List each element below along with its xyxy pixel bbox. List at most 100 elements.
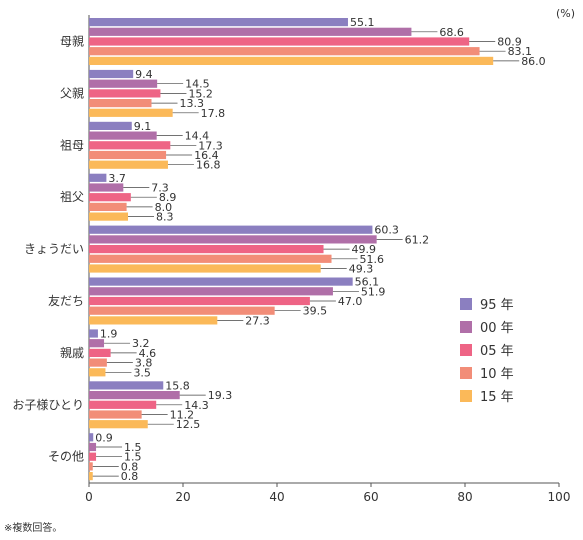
bar (89, 452, 97, 461)
bar (89, 296, 310, 306)
category-label: その他 (48, 450, 84, 464)
bar (89, 99, 152, 108)
data-label: 60.3 (374, 224, 399, 237)
data-label: 27.3 (245, 314, 270, 327)
bar (89, 400, 157, 409)
data-label: 1.9 (100, 328, 118, 341)
bar (89, 202, 127, 211)
bar (89, 69, 134, 79)
data-label: 47.0 (338, 295, 363, 308)
bar (89, 47, 480, 56)
data-label: 0.9 (95, 431, 113, 444)
data-label: 68.6 (439, 26, 464, 39)
bar (89, 173, 107, 182)
category-label: お子様ひとり (12, 398, 84, 412)
legend-label: 05 年 (480, 344, 514, 359)
data-label: 16.8 (196, 159, 221, 172)
bar (89, 79, 158, 88)
data-label: 0.8 (121, 460, 139, 473)
data-label: 3.8 (135, 357, 153, 370)
data-label: 14.3 (184, 399, 209, 412)
category-label: きょうだい (24, 242, 84, 256)
data-label: 4.6 (139, 347, 157, 360)
bar (89, 193, 131, 202)
bar (89, 420, 148, 429)
legend-label: 15 年 (480, 390, 514, 405)
bar (89, 183, 124, 192)
bar (89, 442, 97, 452)
legend-swatch (460, 344, 472, 356)
bar (89, 150, 167, 160)
data-label: 15.8 (165, 379, 190, 392)
bar (89, 254, 332, 263)
data-label: 14.4 (185, 130, 210, 143)
category-label: 祖父 (60, 189, 84, 204)
unit-label: (%) (556, 7, 575, 20)
category-label: 父親 (60, 86, 84, 100)
bar (89, 264, 321, 273)
data-label: 8.9 (159, 191, 177, 204)
bar (89, 462, 93, 471)
bar (89, 56, 494, 65)
legend-swatch (460, 367, 472, 379)
legend-swatch (460, 321, 472, 333)
data-label: 55.1 (350, 16, 375, 29)
x-tick-label: 40 (269, 490, 284, 504)
data-label: 9.1 (134, 120, 152, 133)
data-label: 7.3 (151, 182, 169, 195)
bar (89, 131, 157, 140)
bar (89, 108, 173, 117)
data-label: 15.2 (188, 87, 213, 100)
data-label: 12.5 (176, 418, 201, 431)
legend-label: 95 年 (480, 298, 514, 313)
x-tick-label: 100 (548, 490, 571, 504)
category-label: 友だち (48, 294, 84, 308)
bar (89, 277, 353, 286)
bar (89, 358, 107, 367)
bar (89, 381, 164, 390)
bar (89, 225, 373, 234)
data-label: 9.4 (135, 68, 153, 81)
data-label: 8.0 (155, 201, 173, 214)
bar (89, 329, 98, 338)
bar (89, 141, 171, 150)
x-tick-label: 0 (85, 490, 93, 504)
data-label: 14.5 (185, 78, 210, 91)
data-label: 49.9 (352, 243, 377, 256)
category-label: 祖母 (60, 137, 84, 152)
bar (89, 287, 333, 296)
bar (89, 37, 470, 46)
data-label: 19.3 (208, 389, 233, 402)
data-label: 83.1 (508, 45, 533, 58)
data-label: 1.5 (124, 451, 142, 464)
data-label: 8.3 (156, 211, 174, 224)
legend-label: 10 年 (480, 367, 514, 382)
data-label: 80.9 (497, 36, 521, 49)
bar (89, 339, 105, 348)
data-label: 16.4 (194, 149, 219, 162)
data-label: 3.2 (132, 337, 150, 350)
x-tick-label: 60 (363, 490, 378, 504)
bar (89, 18, 348, 27)
bar (89, 316, 218, 325)
legend-label: 00 年 (480, 321, 514, 336)
data-label: 3.7 (108, 172, 126, 185)
category-label: 母親 (60, 35, 84, 49)
bar (89, 27, 412, 36)
data-label: 11.2 (170, 409, 195, 422)
data-label: 3.5 (133, 366, 151, 379)
bar (89, 348, 111, 357)
bar (89, 245, 324, 254)
bar (89, 410, 142, 419)
data-label: 1.5 (124, 441, 142, 454)
legend-swatch (460, 298, 472, 310)
data-label: 0.8 (121, 470, 139, 483)
bar (89, 472, 93, 481)
bar (89, 235, 377, 244)
category-label: 親戚 (60, 346, 84, 360)
footnote: ※複数回答。 (4, 523, 63, 534)
bar (89, 89, 161, 98)
x-tick-label: 80 (457, 490, 472, 504)
data-label: 51.9 (361, 285, 386, 298)
